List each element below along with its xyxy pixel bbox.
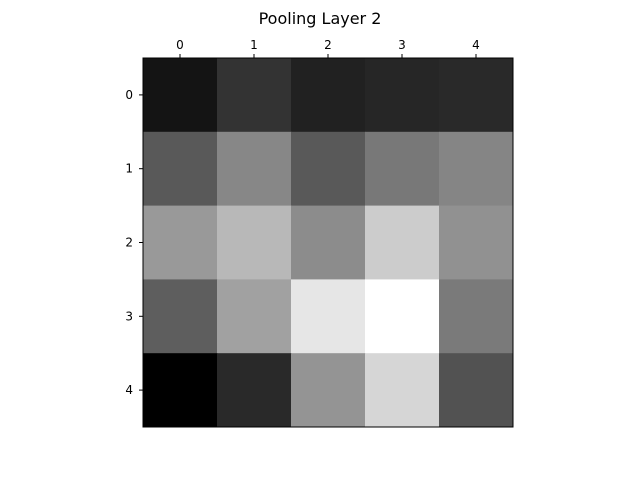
heatmap-cell-r1-c4 [439, 131, 514, 207]
heatmap-cell-r1-c0 [143, 131, 218, 207]
heatmap-cell-r0-c2 [291, 58, 366, 133]
heatmap-cell-r0-c0 [143, 58, 218, 133]
heatmap-cell-r4-c4 [439, 353, 514, 428]
heatmap-cell-r3-c0 [143, 279, 218, 354]
y-tick-label-2: 2 [125, 236, 133, 250]
x-tick-label-2: 2 [324, 38, 332, 52]
heatmap-cell-r3-c1 [217, 279, 292, 354]
y-axis-ticks: 0 1 2 3 4 [125, 88, 143, 397]
heatmap-cell-r4-c1 [217, 353, 292, 428]
heatmap-cell-r2-c0 [143, 205, 218, 280]
x-tick-label-3: 3 [398, 38, 406, 52]
heatmap-cell-r4-c3 [365, 353, 440, 428]
heatmap-cells [143, 58, 514, 428]
heatmap-cell-r2-c4 [439, 205, 514, 280]
heatmap-cell-r4-c2 [291, 353, 366, 428]
heatmap-cell-r0-c3 [365, 58, 440, 133]
heatmap-cell-r3-c3 [365, 279, 440, 354]
x-axis-ticks: 0 1 2 3 4 [176, 38, 480, 58]
x-tick-label-4: 4 [472, 38, 480, 52]
heatmap-cell-r1-c1 [217, 131, 292, 207]
heatmap-cell-r1-c3 [365, 131, 440, 207]
x-tick-label-1: 1 [250, 38, 258, 52]
heatmap-cell-r1-c2 [291, 131, 366, 207]
heatmap-cell-r3-c4 [439, 279, 514, 354]
heatmap-cell-r0-c4 [439, 58, 514, 133]
heatmap-cell-r4-c0 [143, 353, 218, 428]
heatmap-cell-r3-c2 [291, 279, 366, 354]
heatmap-cell-r2-c2 [291, 205, 366, 280]
heatmap-cell-r0-c1 [217, 58, 292, 133]
y-tick-label-1: 1 [125, 162, 133, 176]
x-tick-label-0: 0 [176, 38, 184, 52]
y-tick-label-0: 0 [125, 88, 133, 102]
heatmap-cell-r2-c1 [217, 205, 292, 280]
heatmap-cell-r2-c3 [365, 205, 440, 280]
y-tick-label-4: 4 [125, 383, 133, 397]
y-tick-label-3: 3 [125, 309, 133, 323]
chart-title: Pooling Layer 2 [259, 9, 382, 28]
